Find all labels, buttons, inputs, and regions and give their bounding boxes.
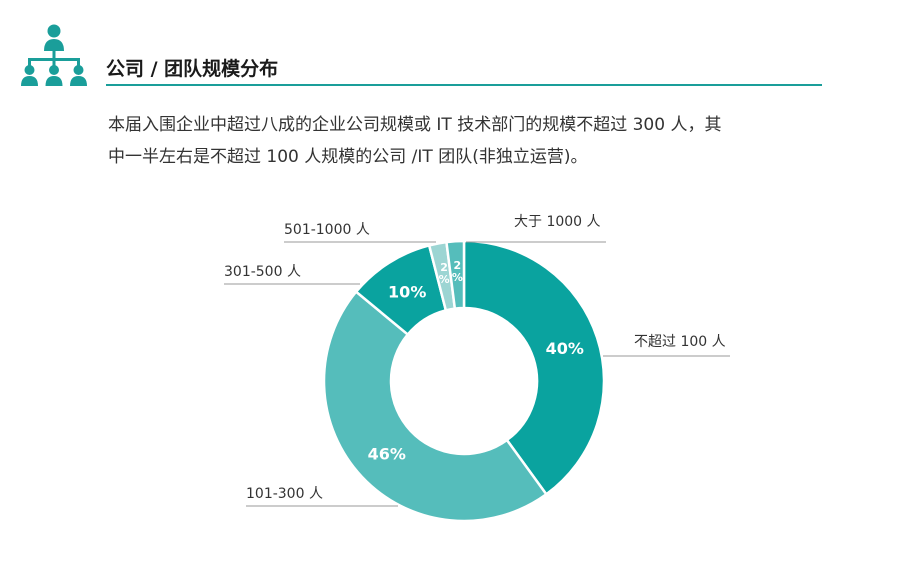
intro-paragraph: 本届入围企业中超过八成的企业公司规模或 IT 技术部门的规模不超过 300 人，… [108, 109, 828, 173]
category-label: 501-1000 人 [284, 222, 370, 238]
data-label: 2% [439, 261, 450, 286]
section-title: 公司 / 团队规模分布 [106, 58, 279, 80]
category-label: 不超过 100 人 [634, 334, 726, 350]
section-header: 公司 / 团队规模分布 [20, 22, 822, 88]
org-chart-icon [21, 24, 87, 86]
donut-slice [322, 289, 549, 523]
category-label: 大于 1000 人 [514, 214, 601, 230]
category-label: 301-500 人 [224, 264, 301, 280]
category-label: 101-300 人 [246, 486, 323, 502]
intro-line-1: 本届入围企业中超过八成的企业公司规模或 IT 技术部门的规模不超过 300 人，… [108, 115, 722, 135]
donut-slice [445, 239, 466, 310]
donut-slice [462, 239, 606, 497]
header-divider [106, 84, 822, 86]
data-label: 46% [368, 445, 406, 464]
data-label: 10% [388, 283, 426, 302]
data-label: 2% [452, 259, 463, 284]
data-label: 40% [546, 339, 584, 358]
intro-line-2: 中一半左右是不超过 100 人规模的公司 /IT 团队(非独立运营)。 [108, 147, 588, 167]
